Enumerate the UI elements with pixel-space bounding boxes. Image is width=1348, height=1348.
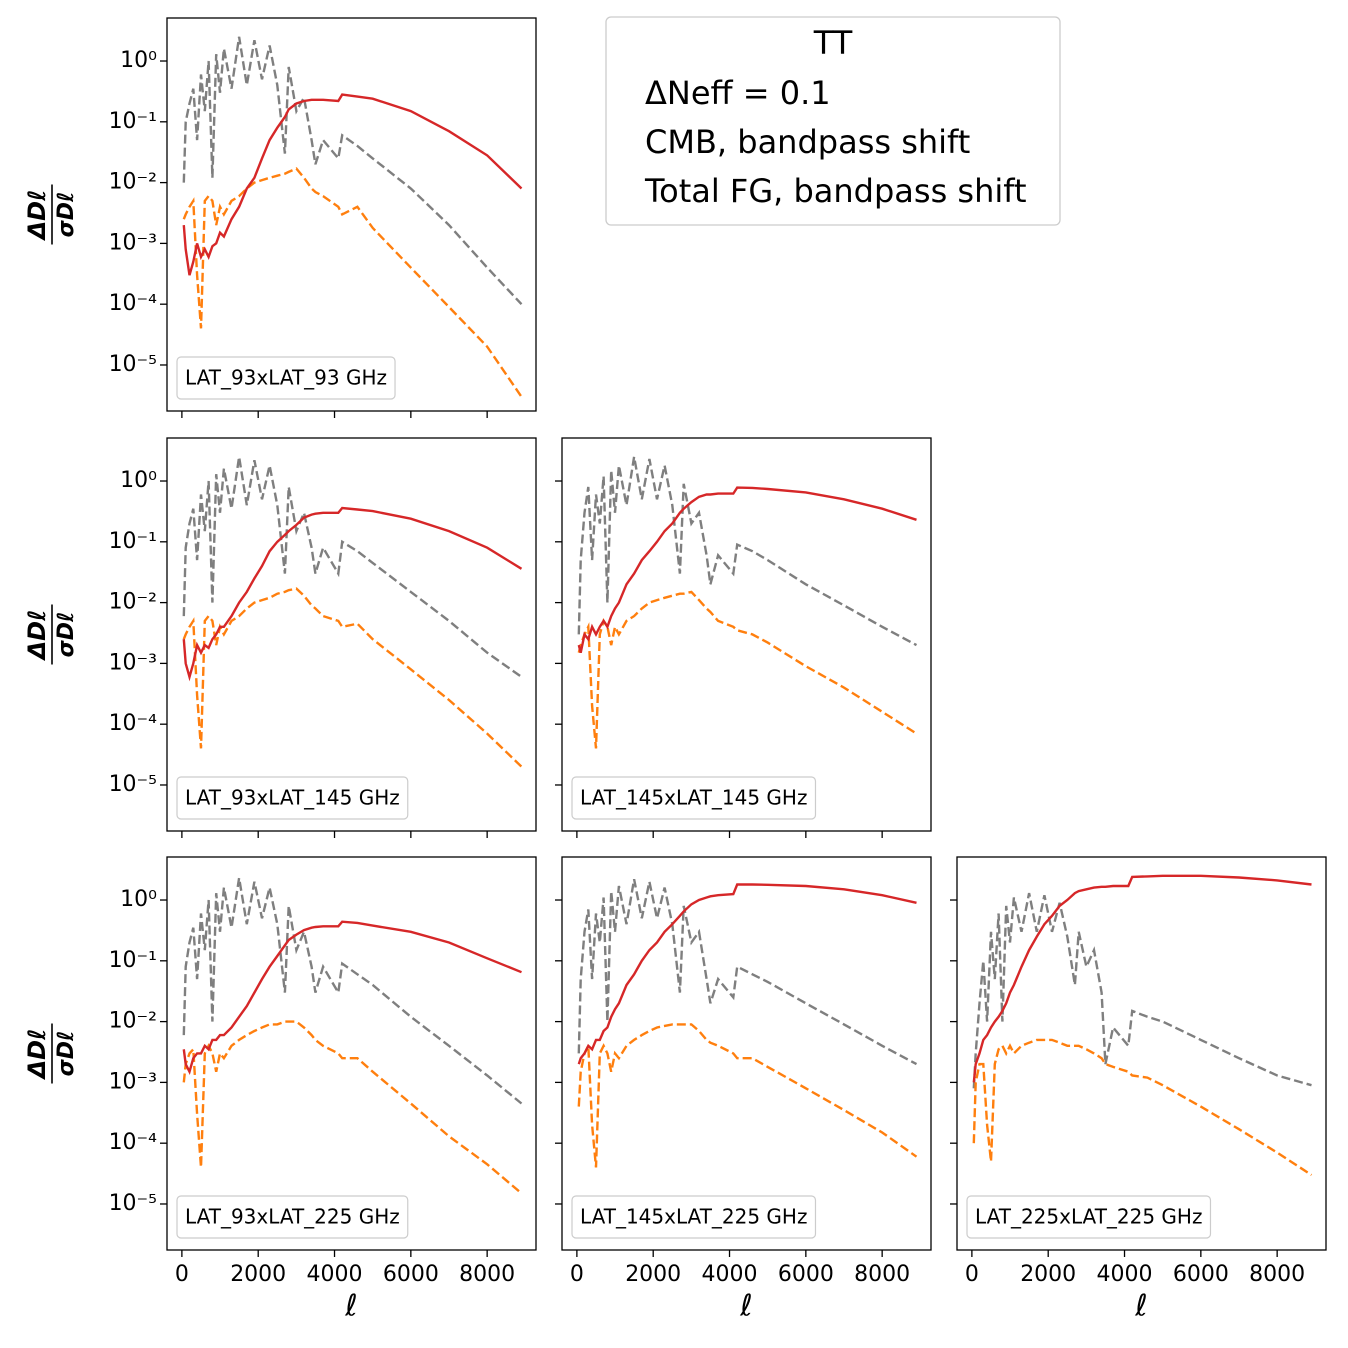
legend-title: TT — [813, 24, 853, 62]
y-tick-label: 10⁻¹ — [109, 948, 157, 973]
x-tick-label: 8000 — [854, 1262, 910, 1287]
x-axis-label: ℓ — [739, 1289, 752, 1324]
x-tick-label: 2000 — [625, 1262, 681, 1287]
legend-box — [605, 16, 1061, 226]
y-tick-label: 10⁻⁴ — [109, 1130, 158, 1155]
y-tick-label: 10⁻⁵ — [109, 352, 157, 377]
panel-label-box — [176, 776, 409, 820]
y-tick-label: 10⁻² — [109, 170, 157, 195]
y-tick-label: 10⁰ — [120, 48, 157, 73]
x-tick-label: 8000 — [1249, 1262, 1305, 1287]
x-tick-label: 2000 — [230, 1262, 286, 1287]
panel-label: LAT_145xLAT_145 GHz — [580, 786, 807, 810]
x-tick-label: 0 — [965, 1262, 979, 1287]
x-tick-label: 4000 — [1097, 1262, 1153, 1287]
y-label-numerator: ΔDℓ — [23, 610, 51, 662]
series-line — [577, 878, 918, 1066]
x-tick-label: 0 — [175, 1262, 189, 1287]
plot-frame — [166, 437, 537, 832]
series-line — [182, 93, 523, 276]
y-tick-label: 10⁻³ — [109, 230, 157, 255]
y-tick-label: 10⁻¹ — [109, 109, 157, 134]
series-line — [182, 506, 523, 682]
y-tick-label: 10⁻⁵ — [109, 1191, 157, 1216]
series-line — [182, 1020, 523, 1195]
plot-frame — [166, 856, 537, 1251]
y-axis-label: ΔDℓ σDℓ — [23, 604, 79, 665]
plot-frame — [956, 856, 1327, 1251]
y-label-denominator: σDℓ — [54, 612, 79, 658]
legend-entry: ΔNeff = 0.1 — [645, 74, 831, 112]
y-label-denominator: σDℓ — [54, 1031, 79, 1077]
series-line — [577, 883, 917, 1065]
x-tick-label: 0 — [570, 1262, 584, 1287]
x-tick-label: 4000 — [702, 1262, 758, 1287]
x-axis-label: ℓ — [344, 1289, 357, 1324]
y-axis-label: ΔDℓ σDℓ — [23, 1023, 79, 1084]
x-tick-label: 6000 — [778, 1262, 834, 1287]
panel-label: LAT_145xLAT_225 GHz — [580, 1205, 807, 1229]
series-line — [182, 36, 523, 306]
y-label-numerator: ΔDℓ — [23, 190, 51, 242]
y-tick-label: 10⁻² — [109, 1009, 157, 1034]
legend-entry: CMB, bandpass shift — [645, 123, 970, 161]
y-tick-label: 10⁻³ — [109, 1069, 157, 1094]
plot-frame — [561, 437, 932, 832]
y-tick-label: 10⁰ — [120, 887, 157, 912]
series-line — [182, 167, 523, 398]
y-tick-label: 10⁰ — [120, 468, 157, 493]
x-axis-label: ℓ — [1134, 1289, 1147, 1324]
panel-label-box — [176, 1195, 409, 1239]
panel-label-box — [176, 356, 396, 400]
y-tick-label: 10⁻⁴ — [109, 711, 158, 736]
panel-label: LAT_225xLAT_225 GHz — [975, 1205, 1202, 1229]
series-line — [577, 1023, 918, 1168]
series-line — [577, 590, 918, 749]
x-tick-label: 8000 — [459, 1262, 515, 1287]
y-axis-label: ΔDℓ σDℓ — [23, 184, 79, 245]
panel-label-box — [966, 1195, 1212, 1239]
x-tick-label: 6000 — [1173, 1262, 1229, 1287]
series-line — [182, 587, 523, 768]
y-tick-label: 10⁻¹ — [109, 529, 157, 554]
y-tick-label: 10⁻⁴ — [109, 291, 158, 316]
panel-label: LAT_93xLAT_145 GHz — [185, 786, 400, 810]
plot-frame — [166, 17, 537, 412]
y-tick-label: 10⁻³ — [109, 650, 157, 675]
series-line — [972, 874, 1312, 1083]
y-label-numerator: ΔDℓ — [23, 1029, 51, 1081]
x-tick-label: 6000 — [383, 1262, 439, 1287]
panel-label-box — [571, 1195, 817, 1239]
panel-label-box — [571, 776, 817, 820]
series-line — [182, 456, 523, 678]
legend-entry: Total FG, bandpass shift — [644, 172, 1027, 210]
series-line — [182, 920, 522, 1076]
panel-label: LAT_93xLAT_93 GHz — [185, 366, 387, 390]
series-line — [972, 1038, 1313, 1177]
series-line — [577, 456, 918, 647]
panel-label: LAT_93xLAT_225 GHz — [185, 1205, 400, 1229]
y-tick-label: 10⁻² — [109, 590, 157, 615]
y-tick-label: 10⁻⁵ — [109, 772, 157, 797]
x-tick-label: 2000 — [1020, 1262, 1076, 1287]
x-tick-label: 4000 — [307, 1262, 363, 1287]
series-line — [972, 892, 1312, 1089]
plot-frame — [561, 856, 932, 1251]
series-line — [577, 486, 917, 653]
y-label-denominator: σDℓ — [54, 192, 79, 238]
